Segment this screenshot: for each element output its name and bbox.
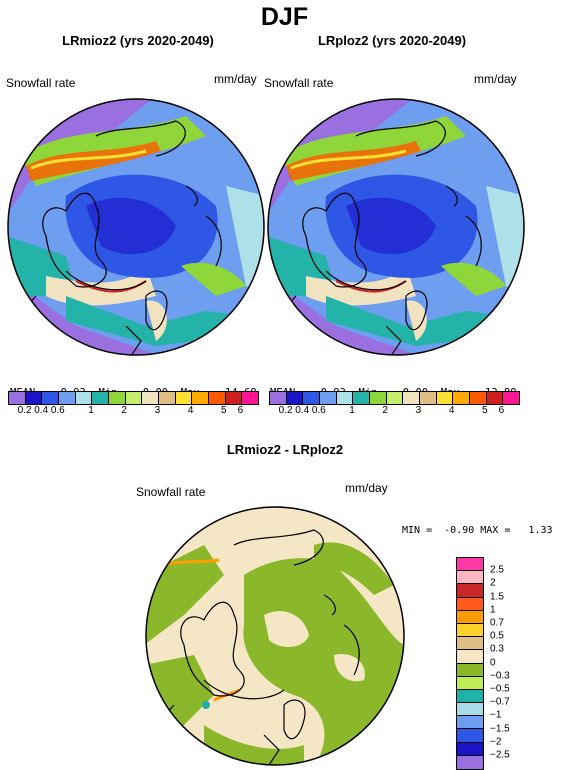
colorbar-swatch: [457, 689, 483, 704]
panel1-colorbar-ticks: 0.2 0.4 0.6 1 2 3 4 5 6: [8, 405, 257, 419]
colorbar-swatch: [320, 392, 337, 404]
colorbar-swatch: [25, 392, 43, 404]
colorbar-swatch: [242, 392, 259, 404]
colorbar-tick-label: 4: [448, 405, 455, 416]
colorbar-swatch: [75, 392, 93, 404]
colorbar-swatch: [457, 703, 483, 717]
colorbar-tick-label: 6: [237, 405, 244, 416]
panel2-units-label: mm/day: [474, 72, 517, 86]
colorbar-tick-label: 5: [221, 405, 227, 416]
colorbar-swatch: [303, 392, 321, 404]
panel1-subtitle: LRmioz2 (yrs 2020-2049): [62, 33, 214, 48]
panel2-colorbar: [269, 391, 520, 405]
colorbar-swatch: [457, 610, 483, 624]
colorbar-swatch: [59, 392, 76, 404]
colorbar-tick-label: 0: [490, 657, 496, 669]
colorbar-tick-label: 3: [415, 405, 422, 416]
colorbar-tick-label: 4: [187, 405, 194, 416]
colorbar-swatch: [503, 392, 520, 404]
colorbar-swatch: [486, 392, 504, 404]
colorbar-swatch: [457, 637, 483, 651]
colorbar-swatch: [175, 392, 193, 404]
colorbar-tick-label: 1: [349, 405, 355, 416]
colorbar-swatch: [457, 663, 483, 677]
colorbar-tick-label: −1.5: [490, 723, 510, 735]
colorbar-tick-label: −1: [490, 709, 502, 721]
panel1-units-label: mm/day: [214, 72, 257, 86]
colorbar-tick-label: −0.3: [490, 670, 510, 682]
colorbar-swatch: [336, 392, 354, 404]
colorbar-tick-label: 5: [482, 405, 488, 416]
colorbar-swatch: [457, 755, 483, 769]
colorbar-tick-label: −2: [490, 736, 502, 748]
figure-title: DJF: [260, 3, 309, 31]
colorbar-tick-label: 0.7: [490, 617, 504, 629]
diff-stats: MIN = -0.90 MAX = 1.33: [402, 525, 553, 536]
colorbar-swatch: [370, 392, 387, 404]
diff-variable-label: Snowfall rate: [136, 485, 206, 499]
colorbar-swatch: [457, 571, 483, 585]
colorbar-swatch: [286, 392, 304, 404]
panel2-map: [267, 98, 525, 356]
colorbar-tick-label: 0.2: [278, 405, 293, 416]
colorbar-tick-label: 0.6: [50, 405, 65, 416]
colorbar-swatch: [457, 716, 483, 730]
colorbar-tick-label: 3: [154, 405, 161, 416]
colorbar-tick-label: 1: [490, 604, 496, 616]
colorbar-swatch: [92, 392, 110, 404]
colorbar-tick-label: 0.2: [17, 405, 32, 416]
colorbar-swatch: [142, 392, 160, 404]
colorbar-swatch: [457, 676, 483, 690]
diff-map: [145, 506, 405, 766]
colorbar-swatch: [270, 392, 287, 404]
colorbar-swatch: [470, 392, 487, 404]
colorbar-swatch: [42, 392, 60, 404]
colorbar-swatch: [453, 392, 471, 404]
colorbar-tick-label: 1.5: [490, 591, 504, 603]
colorbar-tick-label: 2: [490, 577, 496, 589]
diff-colorbar-ticks: 2.5 2 1.5 1 0.7 0.5 0.3 0 −0.3 −0.5 −0.7 −1 −1.5 −2 −2…: [490, 557, 540, 769]
diff-units-label: mm/day: [345, 481, 388, 495]
colorbar-swatch: [159, 392, 176, 404]
colorbar-swatch: [403, 392, 421, 404]
colorbar-swatch: [192, 392, 210, 404]
colorbar-tick-label: 6: [498, 405, 505, 416]
colorbar-tick-label: 0.3: [490, 643, 504, 655]
colorbar-swatch: [457, 558, 483, 572]
panel2-variable-label: Snowfall rate: [264, 76, 334, 90]
colorbar-swatch: [9, 392, 26, 404]
colorbar-tick-label: 2: [121, 405, 127, 416]
colorbar-swatch: [225, 392, 243, 404]
panel2-subtitle: LRploz2 (yrs 2020-2049): [317, 33, 467, 48]
diff-subtitle: LRmioz2 - LRploz2: [226, 442, 344, 457]
colorbar-tick-label: 2: [382, 405, 388, 416]
colorbar-tick-label: 1: [88, 405, 94, 416]
colorbar-swatch: [209, 392, 226, 404]
panel1-variable-label: Snowfall rate: [6, 76, 76, 90]
colorbar-swatch: [436, 392, 454, 404]
colorbar-swatch: [457, 742, 483, 756]
panel2-colorbar-ticks: 0.2 0.4 0.6 1 2 3 4 5 6: [269, 405, 518, 419]
colorbar-swatch: [457, 650, 483, 664]
colorbar-swatch: [353, 392, 371, 404]
panel1-map: [7, 98, 265, 356]
colorbar-tick-label: 0.4: [295, 405, 310, 416]
colorbar-tick-label: −0.7: [490, 696, 510, 708]
colorbar-swatch: [457, 584, 483, 598]
colorbar-swatch: [420, 392, 437, 404]
colorbar-tick-label: 0.5: [490, 630, 504, 642]
panel1-colorbar: [8, 391, 259, 405]
colorbar-swatch: [125, 392, 143, 404]
colorbar-swatch: [457, 597, 483, 611]
colorbar-swatch: [109, 392, 126, 404]
diff-colorbar: [456, 557, 484, 770]
colorbar-swatch: [457, 623, 483, 638]
colorbar-tick-label: −2.5: [490, 749, 510, 761]
colorbar-tick-label: 0.4: [34, 405, 49, 416]
colorbar-tick-label: −0.5: [490, 683, 510, 695]
colorbar-swatch: [386, 392, 404, 404]
colorbar-tick-label: 2.5: [490, 564, 504, 576]
colorbar-swatch: [457, 729, 483, 743]
colorbar-tick-label: 0.6: [311, 405, 326, 416]
